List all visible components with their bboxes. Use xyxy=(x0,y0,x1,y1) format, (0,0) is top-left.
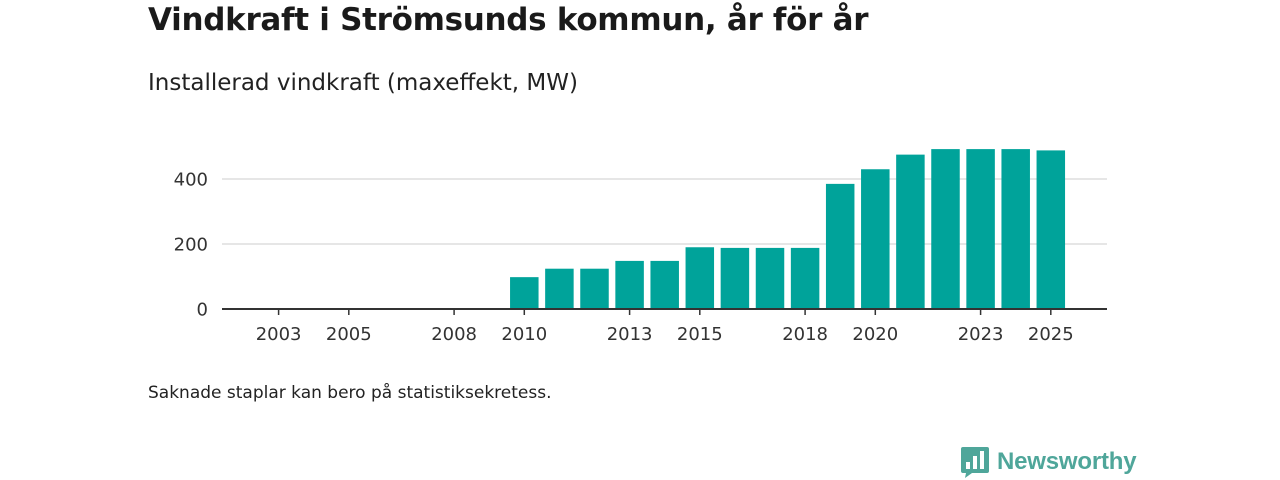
y-tick-label: 400 xyxy=(174,170,208,191)
bar-2025 xyxy=(1036,150,1066,309)
bar-chart-speech-bubble-icon xyxy=(961,447,989,478)
bar-2023 xyxy=(966,149,995,309)
bar-2010 xyxy=(510,277,539,309)
bar-2022 xyxy=(931,149,960,309)
y-tick-label: 200 xyxy=(174,235,208,256)
y-tick-label: 0 xyxy=(197,300,208,321)
bar-2024 xyxy=(1001,149,1030,309)
bar-2018 xyxy=(790,247,820,309)
x-tick-label: 2023 xyxy=(958,324,1004,345)
bars xyxy=(439,149,1066,309)
x-tick-label: 2013 xyxy=(607,324,653,345)
bar-2013 xyxy=(615,260,644,309)
bar-2012 xyxy=(580,268,609,309)
x-tick-label: 2010 xyxy=(501,324,547,345)
x-tick-label: 2015 xyxy=(677,324,723,345)
newsworthy-logo[interactable]: Newsworthy xyxy=(960,445,1137,479)
chart-subtitle: Installerad vindkraft (maxeffekt, MW) xyxy=(148,70,578,96)
y-axis-labels: 0 200 400 xyxy=(174,170,208,321)
x-tick-label: 2020 xyxy=(852,324,898,345)
footnote: Saknade staplar kan bero på statistiksek… xyxy=(148,383,552,403)
bar-2019 xyxy=(825,183,855,309)
brand-name: Newsworthy xyxy=(997,448,1137,475)
bar-2017 xyxy=(755,247,785,309)
x-tick-label: 2018 xyxy=(782,324,828,345)
bar-2021 xyxy=(896,154,925,309)
x-axis-labels: 2003 2005 2008 2010 2013 2015 2018 2020 2023 2025 xyxy=(256,324,1074,345)
x-tick-label: 2008 xyxy=(431,324,477,345)
x-tick-label: 2003 xyxy=(256,324,302,345)
x-tick-label: 2025 xyxy=(1028,324,1074,345)
chart-title: Vindkraft i Strömsunds kommun, år för år xyxy=(148,2,869,38)
bar-chart: 0 200 400 2003 2005 2008 2010 2013 2015 2018 2020… xyxy=(174,149,1107,345)
bar-2016 xyxy=(720,247,750,309)
x-axis xyxy=(222,308,1107,315)
bar-2020 xyxy=(861,169,890,309)
bar-2015 xyxy=(685,247,715,309)
x-tick-label: 2005 xyxy=(326,324,372,345)
bar-2011 xyxy=(545,268,574,309)
bar-2014 xyxy=(650,260,679,309)
